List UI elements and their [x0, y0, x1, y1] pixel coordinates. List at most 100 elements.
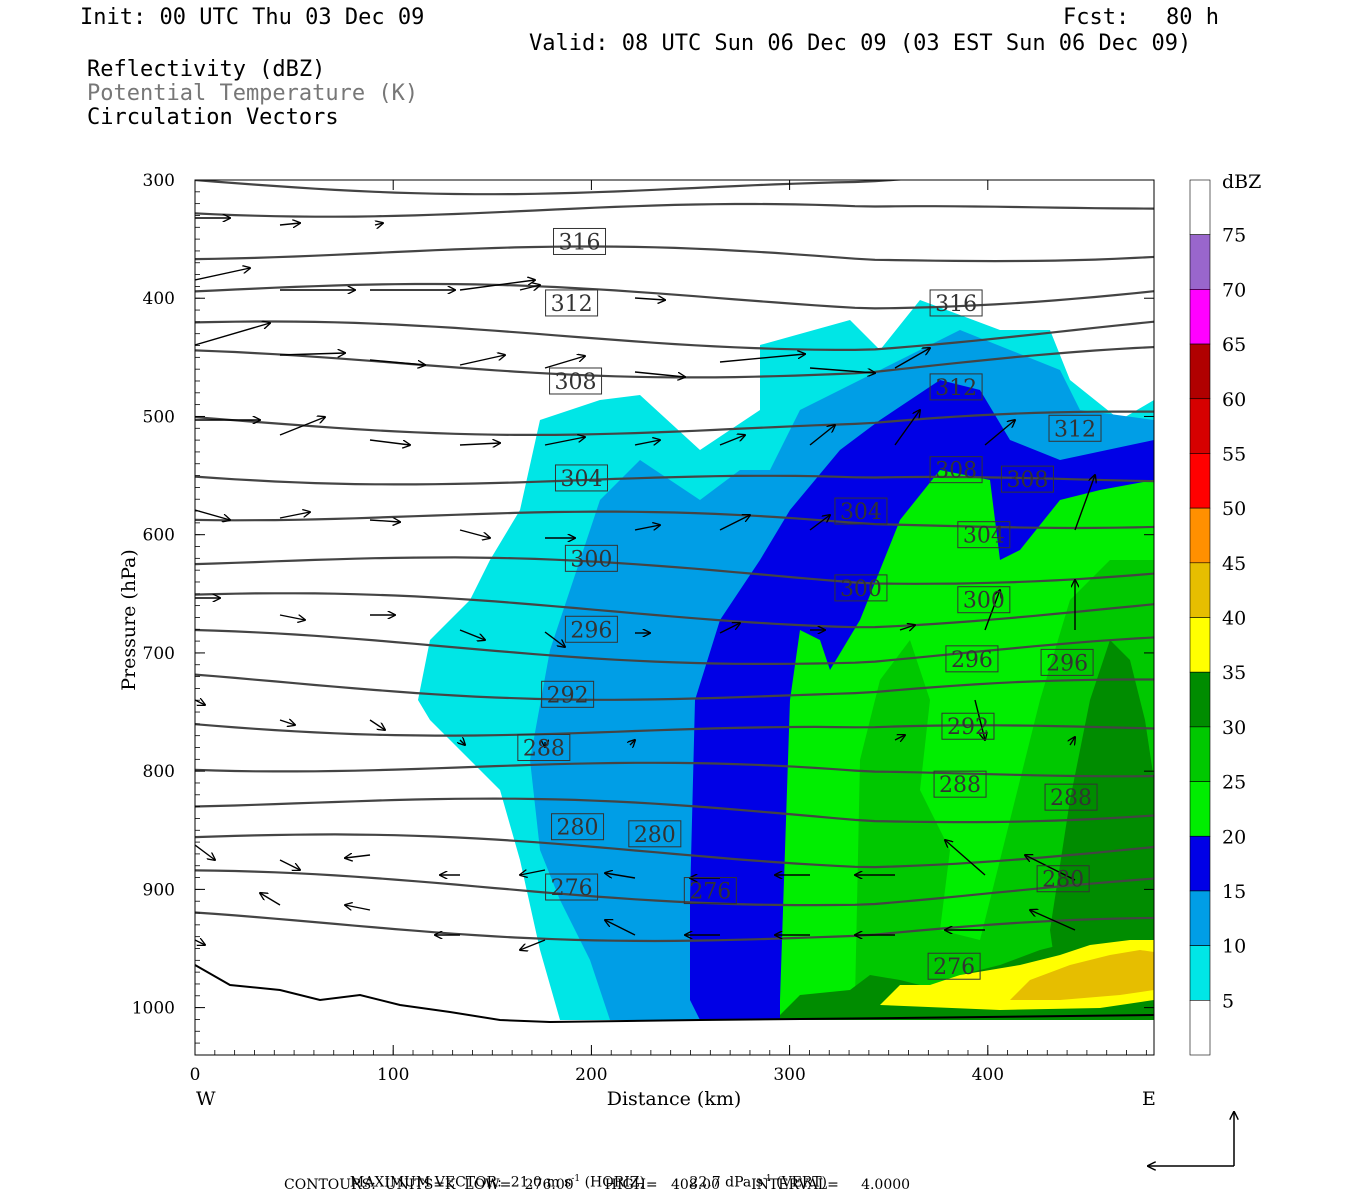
circulation-vector	[894, 735, 905, 740]
circulation-vector	[195, 700, 205, 705]
theta-label: 316	[553, 227, 607, 255]
colorbar-bin	[1189, 617, 1211, 673]
circulation-vector	[894, 348, 930, 369]
circulation-vector	[984, 420, 1015, 446]
theta-label-box	[683, 877, 737, 905]
circulation-vector	[719, 623, 740, 634]
colorbar-level-label: 55	[1222, 443, 1246, 465]
theta-label-text: 308	[555, 370, 597, 395]
theta-label: 292	[541, 680, 595, 708]
circulation-vector	[459, 529, 490, 538]
circulation-vector	[345, 855, 371, 858]
theta-label-box	[541, 680, 595, 708]
theta-label-box	[929, 373, 983, 401]
theta-contour	[195, 628, 1154, 665]
theta-label: 304	[554, 464, 608, 492]
horiz-sup: -1	[571, 1174, 581, 1184]
colorbar-bin	[1189, 781, 1211, 837]
colorbar-level-label: 25	[1222, 772, 1246, 794]
legend-vectors: Circulation Vectors	[87, 105, 339, 130]
theta-label: 288	[517, 734, 571, 762]
theta-label: 312	[1048, 414, 1102, 442]
circulation-vector	[894, 410, 920, 446]
circulation-vector	[279, 353, 345, 355]
reflectivity-gold	[1010, 950, 1154, 1000]
x-tick-label: 100	[377, 1065, 409, 1085]
circulation-vector	[630, 740, 635, 745]
y-tick-label: 400	[143, 289, 175, 309]
theta-label: 296	[564, 615, 618, 643]
colorbar-bin	[1189, 289, 1211, 345]
theta-contour	[195, 673, 1154, 701]
circulation-vector	[369, 439, 410, 445]
circulation-vector	[459, 443, 500, 445]
colorbar-level-label: 60	[1222, 389, 1246, 411]
theta-contours	[195, 180, 1154, 943]
theta-contour	[195, 180, 909, 196]
circulation-vector	[634, 440, 660, 446]
circulation-vector	[459, 355, 505, 366]
theta-label: 296	[1040, 648, 1094, 676]
theta-label-text: 280	[634, 823, 676, 848]
theta-label-text: 292	[947, 715, 989, 740]
circulation-vector	[369, 359, 425, 365]
circulation-vector	[520, 939, 546, 950]
theta-contour	[195, 510, 1154, 530]
colorbar-bin	[1189, 562, 1211, 618]
theta-label-box	[957, 586, 1011, 614]
x-axis-label: Distance (km)	[607, 1088, 742, 1110]
circulation-vector	[279, 859, 300, 870]
circulation-vector	[279, 512, 310, 519]
circulation-vector	[279, 223, 300, 225]
circulation-vector	[260, 893, 281, 906]
theta-label-box	[564, 615, 618, 643]
theta-label: 276	[927, 952, 981, 980]
x-tick-label: 300	[773, 1065, 805, 1085]
theta-label-text: 312	[551, 292, 593, 317]
colorbar-level-label: 65	[1222, 334, 1246, 356]
circulation-vector	[195, 940, 205, 945]
surface-line	[195, 964, 1154, 1024]
theta-label-box	[1000, 465, 1054, 493]
max-vector-label: MAXIMUM VECTOR:	[349, 1174, 502, 1191]
axes: 300 400 500 600 700 800 900 1000 0 100 200 300 400	[132, 171, 1154, 1085]
circulation-vector	[605, 920, 636, 936]
horiz-suffix: (HORIZ)	[584, 1174, 645, 1191]
theta-label-box	[933, 770, 987, 798]
circulation-vector	[1070, 737, 1075, 745]
colorbar-unit: dBZ	[1222, 171, 1261, 193]
max-vector-line: MAXIMUM VECTOR: 21.0 m s-1 (HORIZ) 22.7 …	[341, 1158, 827, 1191]
theta-label-box	[929, 456, 983, 484]
theta-label-box	[929, 289, 983, 317]
circulation-vector	[1030, 910, 1076, 931]
theta-label-box	[564, 544, 618, 572]
theta-contour	[195, 282, 1154, 310]
circulation-vector	[719, 354, 805, 363]
theta-label: 308	[1000, 465, 1054, 493]
theta-label: 280	[1036, 865, 1090, 893]
theta-label: 276	[683, 877, 737, 905]
theta-label: 288	[933, 770, 987, 798]
theta-label: 308	[549, 367, 603, 395]
colorbar-level-label: 15	[1222, 881, 1246, 903]
vert-sup: -1	[762, 1174, 772, 1184]
circulation-vectors	[195, 218, 1095, 950]
theta-label-box	[517, 734, 571, 762]
theta-label-text: 280	[1042, 868, 1084, 893]
theta-label: 304	[834, 497, 888, 525]
circulation-vector	[460, 740, 465, 745]
circulation-vector	[279, 614, 305, 620]
theta-contour	[195, 797, 1154, 824]
theta-label-text: 288	[939, 773, 981, 798]
theta-label-text: 276	[689, 880, 731, 905]
circulation-vector	[279, 720, 295, 725]
theta-label: 312	[545, 289, 599, 317]
theta-label-text: 316	[935, 292, 977, 317]
circulation-vector	[984, 590, 1000, 631]
reference-vector	[1148, 1112, 1234, 1166]
theta-label-text: 300	[963, 589, 1005, 614]
theta-label-box	[554, 464, 608, 492]
circulation-vector	[719, 435, 745, 446]
reflectivity-dgreen	[1050, 640, 1154, 1000]
theta-label-box	[545, 289, 599, 317]
